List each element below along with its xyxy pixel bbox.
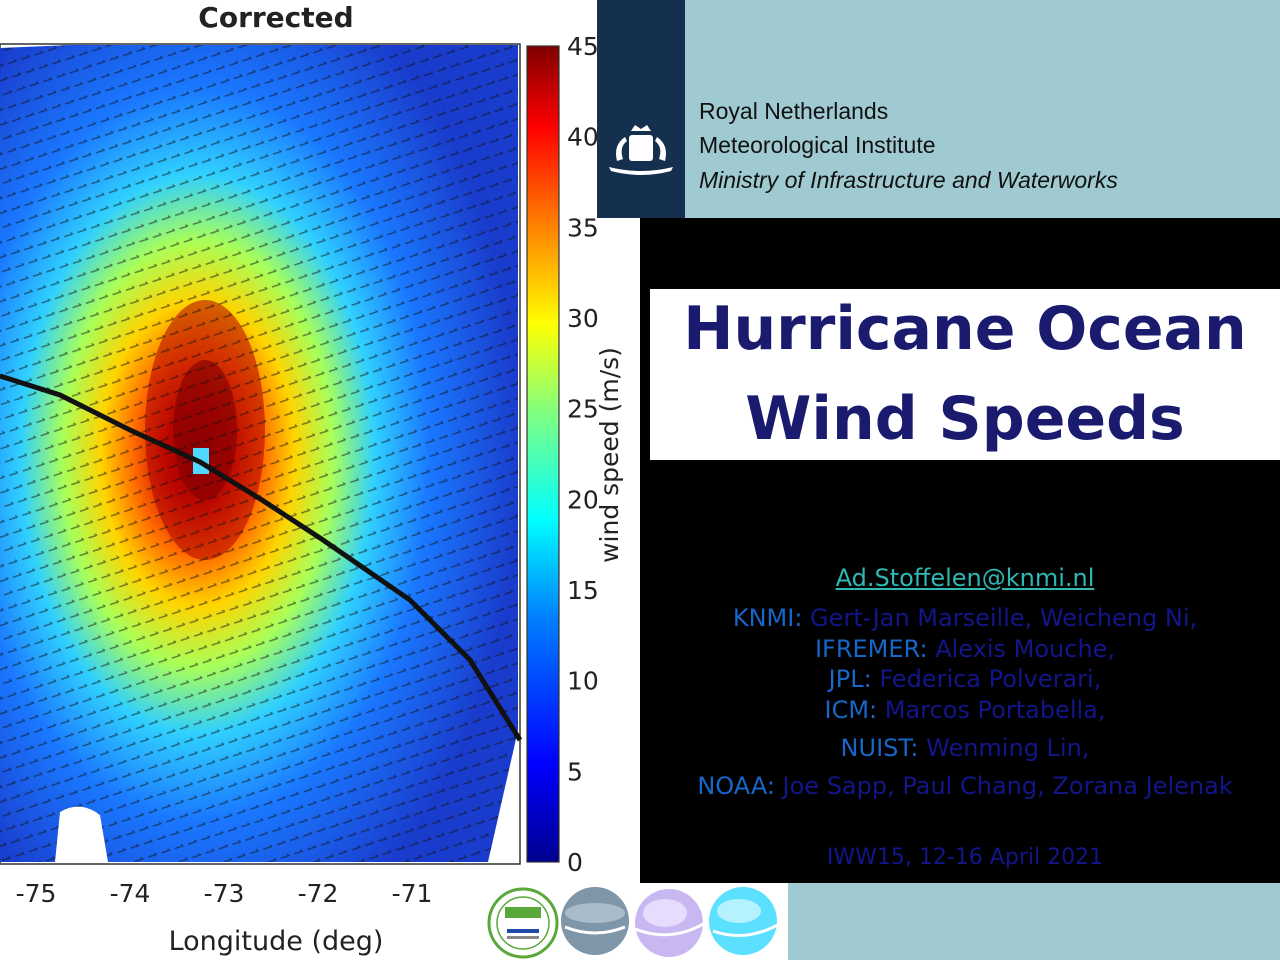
x-axis-label: Longitude (deg) — [169, 926, 384, 957]
credit-line: JPL: Federica Polverari, — [645, 665, 1280, 693]
royal-coat-of-arms-icon — [609, 125, 673, 175]
colorbar-tick-label: 20 — [567, 485, 599, 514]
partner-logos — [485, 883, 788, 960]
credit-line: KNMI: Gert-Jan Marseille, Weicheng Ni, — [645, 604, 1280, 632]
x-axis-tick-label: -71 — [392, 879, 433, 908]
colorbar-tick-label: 25 — [567, 395, 599, 424]
credit-org: NUIST: — [840, 734, 919, 762]
scatterometer-sphere-icon — [709, 887, 782, 955]
x-axis-tick-label: -74 — [110, 879, 151, 908]
event-date: IWW15, 12-16 April 2021 — [826, 845, 1104, 870]
credit-names: Wenming Lin, — [918, 734, 1090, 762]
credit-org: JPL: — [828, 665, 872, 693]
colorbar-tick-label: 15 — [567, 576, 599, 605]
contact-email-link[interactable]: Ad.Stoffelen@knmi.nl — [835, 564, 1095, 592]
wind-speed-map-figure: Corrected 45 40 35 30 25 20 15 10 5 0 wind speed … — [0, 1, 624, 957]
slide-title-line2: Wind Speeds — [745, 384, 1185, 454]
emblem-strip — [597, 0, 685, 218]
credit-names: Gert-Jan Marseille, Weicheng Ni, — [802, 604, 1198, 632]
ministry-name: Ministry of Infrastructure and Waterwork… — [699, 167, 1118, 193]
slide-title-line1: Hurricane Ocean — [683, 294, 1247, 364]
eumetsat-osi-saf-sphere-icon — [561, 887, 629, 955]
colorbar-label: wind speed (m/s) — [595, 347, 624, 563]
institute-header — [685, 0, 1280, 218]
storm-track-line — [0, 373, 523, 742]
title-box: Hurricane Ocean Wind Speeds — [650, 289, 1280, 460]
credit-org: NOAA: — [697, 772, 775, 800]
colorbar — [526, 45, 560, 863]
colorbar-tick-labels: 45 40 35 30 25 20 15 10 5 0 — [567, 32, 599, 877]
credit-line: NUIST: Wenming Lin, — [645, 734, 1280, 762]
colorbar-tick-label: 10 — [567, 667, 599, 696]
x-axis-tick-labels: -75 -74 -73 -72 -71 — [16, 879, 433, 908]
credit-org: ICM: — [824, 696, 878, 724]
colorbar-tick-label: 0 — [567, 848, 583, 877]
colorbar-tick-label: 40 — [567, 123, 599, 152]
institute-name-line2: Meteorological Institute — [699, 132, 936, 158]
copernicus-service-badge-icon — [487, 887, 559, 959]
credit-line: ICM: Marcos Portabella, — [645, 696, 1280, 724]
credit-names: Federica Polverari, — [871, 665, 1102, 693]
colorbar-tick-label: 45 — [567, 32, 599, 61]
wind-swath — [0, 45, 518, 862]
colorbar-tick-label: 5 — [567, 757, 583, 786]
footer-band — [788, 883, 1280, 960]
credit-line: NOAA: Joe Sapp, Paul Chang, Zorana Jelen… — [645, 772, 1280, 800]
credit-names: Joe Sapp, Paul Chang, Zorana Jelenak — [774, 772, 1233, 800]
credit-line: IFREMER: Alexis Mouche, — [645, 635, 1280, 663]
data-gap — [55, 806, 108, 862]
colorbar-tick-label: 30 — [567, 304, 599, 333]
credit-names: Alexis Mouche, — [927, 635, 1116, 663]
credit-org: IFREMER: — [814, 635, 928, 663]
nwp-saf-sphere-icon — [634, 889, 706, 957]
credit-org: KNMI: — [732, 604, 803, 632]
colorbar-tick-label: 35 — [567, 213, 599, 242]
x-axis-tick-label: -72 — [298, 879, 339, 908]
institute-name-line1: Royal Netherlands — [699, 98, 889, 124]
x-axis-tick-label: -75 — [16, 879, 57, 908]
credit-names: Marcos Portabella, — [877, 696, 1106, 724]
figure-title: Corrected — [198, 1, 353, 34]
x-axis-tick-label: -73 — [204, 879, 245, 908]
